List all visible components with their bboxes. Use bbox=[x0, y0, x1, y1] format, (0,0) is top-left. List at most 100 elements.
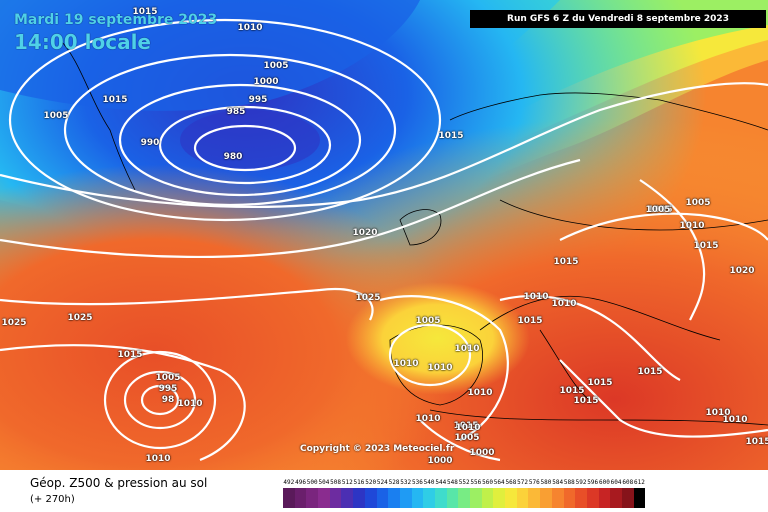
coast-scandinavia bbox=[449, 92, 768, 131]
coast-baltic bbox=[499, 199, 768, 231]
scale-swatch bbox=[458, 488, 470, 508]
isobar-iberia-1010 bbox=[388, 323, 472, 387]
scale-cell: 496 bbox=[294, 478, 307, 508]
scale-swatch bbox=[540, 488, 552, 508]
isobar-1015-mediterranean bbox=[499, 294, 681, 381]
isobar-1015-southwest bbox=[0, 344, 246, 462]
isobar-label: 98 bbox=[161, 395, 175, 405]
isobar-1000 bbox=[63, 53, 397, 207]
scale-swatch bbox=[481, 488, 494, 508]
scale-label: 568 bbox=[505, 479, 517, 486]
scale-cell: 604 bbox=[610, 478, 622, 508]
scale-swatch bbox=[633, 488, 646, 508]
scale-cell: 584 bbox=[551, 478, 564, 508]
scale-cell: 596 bbox=[586, 478, 599, 508]
scale-cell: 608 bbox=[621, 478, 634, 508]
scale-swatch bbox=[306, 488, 319, 508]
scale-cell: 544 bbox=[434, 478, 447, 508]
scale-swatch bbox=[586, 488, 599, 508]
isobar-label: 1010 bbox=[427, 363, 453, 373]
coast-italy bbox=[539, 329, 591, 401]
scale-label: 604 bbox=[610, 479, 622, 486]
scale-cell: 580 bbox=[540, 478, 552, 508]
scale-label: 500 bbox=[306, 479, 318, 486]
forecast-date-label: Mardi 19 septembre 2023 bbox=[14, 12, 218, 28]
isobar-label: 1015 bbox=[438, 131, 464, 141]
isobar-label: 1010 bbox=[467, 388, 493, 398]
isobar-label: 1005 bbox=[155, 373, 181, 383]
scale-swatch bbox=[376, 488, 389, 508]
scale-cell: 556 bbox=[470, 478, 482, 508]
scale-label: 544 bbox=[435, 479, 447, 486]
scale-label: 516 bbox=[353, 479, 365, 486]
isobar-1005 bbox=[8, 18, 442, 222]
isobar-iberia-1005 bbox=[379, 295, 509, 441]
scale-cell: 592 bbox=[575, 478, 587, 508]
scale-cell: 564 bbox=[493, 478, 506, 508]
scale-swatch bbox=[446, 488, 459, 508]
isobar-label: 1015 bbox=[573, 396, 599, 406]
scale-label: 592 bbox=[575, 479, 587, 486]
isobar-label: 1010 bbox=[722, 415, 748, 425]
scale-label: 536 bbox=[411, 479, 423, 486]
isobar-label: 1005 bbox=[263, 61, 289, 71]
scale-label: 540 bbox=[423, 479, 435, 486]
scale-swatch bbox=[470, 488, 482, 508]
isobar-label: 1010 bbox=[455, 423, 481, 433]
scale-cell: 512 bbox=[341, 478, 354, 508]
isobar-label: 1005 bbox=[685, 198, 711, 208]
isobar-label: 1005 bbox=[645, 205, 671, 215]
isobar-label: 1015 bbox=[102, 95, 128, 105]
scale-label: 508 bbox=[330, 479, 342, 486]
isobar-label: 1005 bbox=[43, 111, 69, 121]
scale-cell: 504 bbox=[318, 478, 330, 508]
isobar-1010-east bbox=[559, 212, 768, 241]
isobar-label: 980 bbox=[223, 152, 243, 162]
scale-cell: 536 bbox=[411, 478, 424, 508]
isobar-980 bbox=[193, 124, 297, 172]
scale-label: 564 bbox=[493, 479, 505, 486]
isobar-label: 995 bbox=[158, 384, 178, 394]
isobar-label: 995 bbox=[248, 95, 268, 105]
isobar-1015-south bbox=[559, 359, 768, 438]
scale-label: 528 bbox=[388, 479, 400, 486]
isobar-low-mid bbox=[123, 370, 197, 430]
scale-label: 600 bbox=[598, 479, 610, 486]
isobar-label: 1010 bbox=[237, 23, 263, 33]
scale-label: 596 bbox=[587, 479, 599, 486]
isobar-1005-east bbox=[639, 179, 706, 321]
scale-swatch bbox=[516, 488, 529, 508]
isobar-label: 990 bbox=[140, 138, 160, 148]
scale-label: 504 bbox=[318, 479, 330, 486]
isobar-label: 1020 bbox=[729, 266, 755, 276]
scale-swatch bbox=[575, 488, 587, 508]
scale-swatch bbox=[399, 488, 412, 508]
map-canvas bbox=[0, 0, 768, 470]
scale-cell: 500 bbox=[306, 478, 319, 508]
scale-cell: 612 bbox=[633, 478, 646, 508]
scale-swatch bbox=[411, 488, 424, 508]
copyright-text: Copyright © 2023 Meteociel.fr bbox=[300, 444, 455, 454]
scale-cell: 572 bbox=[516, 478, 529, 508]
isobar-label: 1000 bbox=[253, 77, 279, 87]
scale-swatch bbox=[318, 488, 330, 508]
isobar-label: 1015 bbox=[132, 7, 158, 17]
scale-label: 572 bbox=[517, 479, 529, 486]
scale-label: 512 bbox=[341, 479, 353, 486]
scale-label: 524 bbox=[376, 479, 388, 486]
scale-cell: 568 bbox=[505, 478, 517, 508]
scale-cell: 516 bbox=[353, 478, 365, 508]
isobar-label: 1010 bbox=[393, 359, 419, 369]
forecast-time-label: 14:00 locale bbox=[14, 30, 151, 54]
scale-label: 560 bbox=[482, 479, 493, 486]
scale-label: 552 bbox=[458, 479, 470, 486]
legend-title: Géop. Z500 & pression au sol bbox=[30, 476, 208, 490]
isobar-label: 1010 bbox=[679, 221, 705, 231]
isobar-label: 1015 bbox=[117, 350, 143, 360]
coast-mediterranean-north bbox=[479, 295, 721, 341]
isobar-label: 1015 bbox=[587, 378, 613, 388]
scale-cell: 532 bbox=[399, 478, 412, 508]
isobar-990 bbox=[118, 83, 362, 197]
scale-label: 588 bbox=[563, 479, 575, 486]
